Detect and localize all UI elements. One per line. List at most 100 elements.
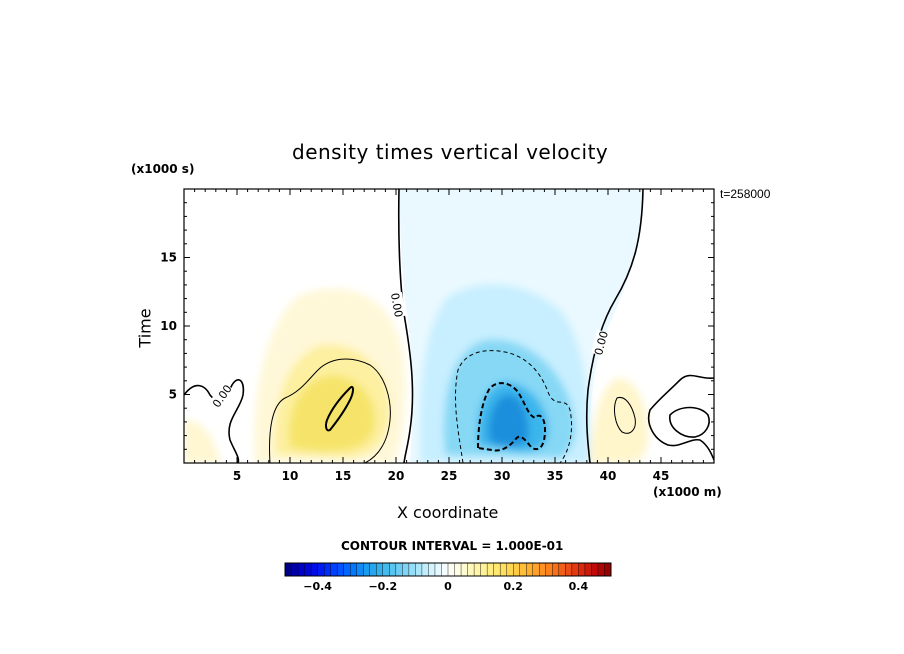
colorbar-cell: [284, 562, 293, 577]
time-stamp: t=258000: [720, 187, 771, 201]
colorbar-cell: [493, 562, 501, 577]
chart-title: density times vertical velocity: [292, 140, 609, 164]
colorbar-cell: [350, 562, 358, 577]
colorbar-tick-label: −0.4: [303, 580, 332, 593]
colorbar-cell: [421, 562, 429, 577]
colorbar-cell: [330, 562, 338, 577]
plot-area: [184, 189, 714, 463]
colorbar-cell: [369, 562, 377, 577]
weak-positive-lobe: [590, 378, 649, 463]
positive-contour-02-thick: [325, 386, 354, 432]
positive-contours: [269, 358, 636, 463]
colorbar-cell: [480, 562, 488, 577]
y-axis-label: Time: [135, 308, 155, 348]
colorbar-tick-label: 0.2: [503, 580, 523, 593]
x-tick-label: 25: [441, 469, 458, 483]
zero-contour-right-loop: [669, 406, 710, 438]
x-tick-label: 5: [233, 469, 241, 483]
contour-label: 0.00: [388, 292, 405, 318]
colorbar-cell: [519, 562, 527, 577]
colorbar-cell: [473, 562, 482, 577]
negative-lobe-peak: [488, 394, 529, 447]
positive-lobe-core: [289, 375, 376, 452]
x-tick-label: 45: [653, 469, 670, 483]
colorbar-cell: [513, 562, 521, 577]
x-tick-label: 10: [282, 469, 299, 483]
zero-contour-left: [397, 189, 414, 463]
axis-ticks: [184, 189, 714, 463]
y-unit-label: (x1000 s): [131, 162, 195, 176]
positive-contour-02: [614, 396, 636, 434]
colorbar-cell: [389, 562, 397, 577]
y-tick-label: 5: [169, 388, 177, 402]
colorbar: [284, 562, 612, 577]
zero-contours: [184, 189, 714, 463]
colorbar-cell: [604, 562, 612, 577]
colorbar-frame: [284, 562, 612, 577]
colorbar-cell: [584, 562, 592, 577]
colorbar-labels: −0.4 −0.2 0 0.2 0.4: [303, 580, 588, 593]
colorbar-cell: [408, 562, 416, 577]
colorbar-tick-label: 0: [444, 580, 452, 593]
contour-label-bg: [591, 329, 610, 357]
contour-interval-text: CONTOUR INTERVAL = 1.000E-01: [341, 539, 564, 553]
colorbar-cell: [441, 562, 449, 577]
x-tick-label: 20: [388, 469, 405, 483]
colorbar-cell: [558, 562, 566, 577]
colorbar-cell: [297, 562, 306, 577]
colorbar-cell: [336, 562, 345, 577]
x-tick-label: 40: [600, 469, 617, 483]
colorbar-cell: [310, 562, 319, 577]
colorbar-cell: [486, 562, 495, 577]
x-axis-label: X coordinate: [397, 503, 499, 522]
colorbar-cell: [428, 562, 436, 577]
negative-contour-01: [454, 350, 573, 463]
negative-contours: [454, 350, 573, 463]
colorbar-cell: [395, 562, 403, 577]
colorbar-cell: [323, 562, 332, 577]
colorbar-cell: [447, 562, 456, 577]
colorbar-tick-label: −0.2: [368, 580, 397, 593]
colorbar-cell: [343, 562, 351, 577]
colorbar-cell: [597, 562, 605, 577]
colorbar-cell: [434, 562, 442, 577]
colorbar-cell: [506, 562, 514, 577]
colorbar-cell: [552, 562, 560, 577]
colorbar-cell: [363, 562, 371, 577]
colorbar-cell: [376, 562, 384, 577]
colorbar-tick-label: 0.4: [569, 580, 589, 593]
y-tick-label: 15: [160, 251, 177, 265]
x-unit-label: (x1000 m): [653, 485, 722, 499]
colorbar-cell: [415, 562, 423, 577]
contour-label-bg: [389, 291, 406, 318]
colorbar-cell: [539, 562, 547, 577]
positive-contour-01: [269, 358, 391, 463]
colorbar-cell: [467, 562, 475, 577]
x-tick-label: 15: [335, 469, 352, 483]
colorbar-cell: [402, 562, 410, 577]
colorbar-cell: [571, 562, 579, 577]
colorbar-cell: [382, 562, 390, 577]
colorbar-cell: [454, 562, 462, 577]
colorbar-cell: [578, 562, 586, 577]
colorbar-cell: [591, 562, 599, 577]
negative-contour-02: [476, 382, 547, 452]
zero-contour-far-left: [184, 379, 245, 463]
y-tick-label: 10: [160, 319, 177, 333]
weak-positive-left: [184, 419, 220, 463]
colorbar-cell: [545, 562, 553, 577]
axis-tick-labels: 5 10 15 20 25 30 35 40 45 5 10 15: [160, 251, 669, 484]
colorbar-cell: [499, 562, 508, 577]
colorbar-cell: [317, 562, 325, 577]
colorbar-cell: [291, 562, 299, 577]
contour-label: 0.00: [592, 330, 611, 357]
contour-label-bg: [209, 382, 234, 410]
colorbar-cell: [565, 562, 573, 577]
x-tick-label: 30: [494, 469, 511, 483]
colorbar-cell: [356, 562, 364, 577]
colorbar-cell: [526, 562, 534, 577]
x-tick-label: 35: [547, 469, 564, 483]
colorbar-cell: [460, 562, 469, 577]
zero-contour-far-right: [648, 374, 714, 461]
